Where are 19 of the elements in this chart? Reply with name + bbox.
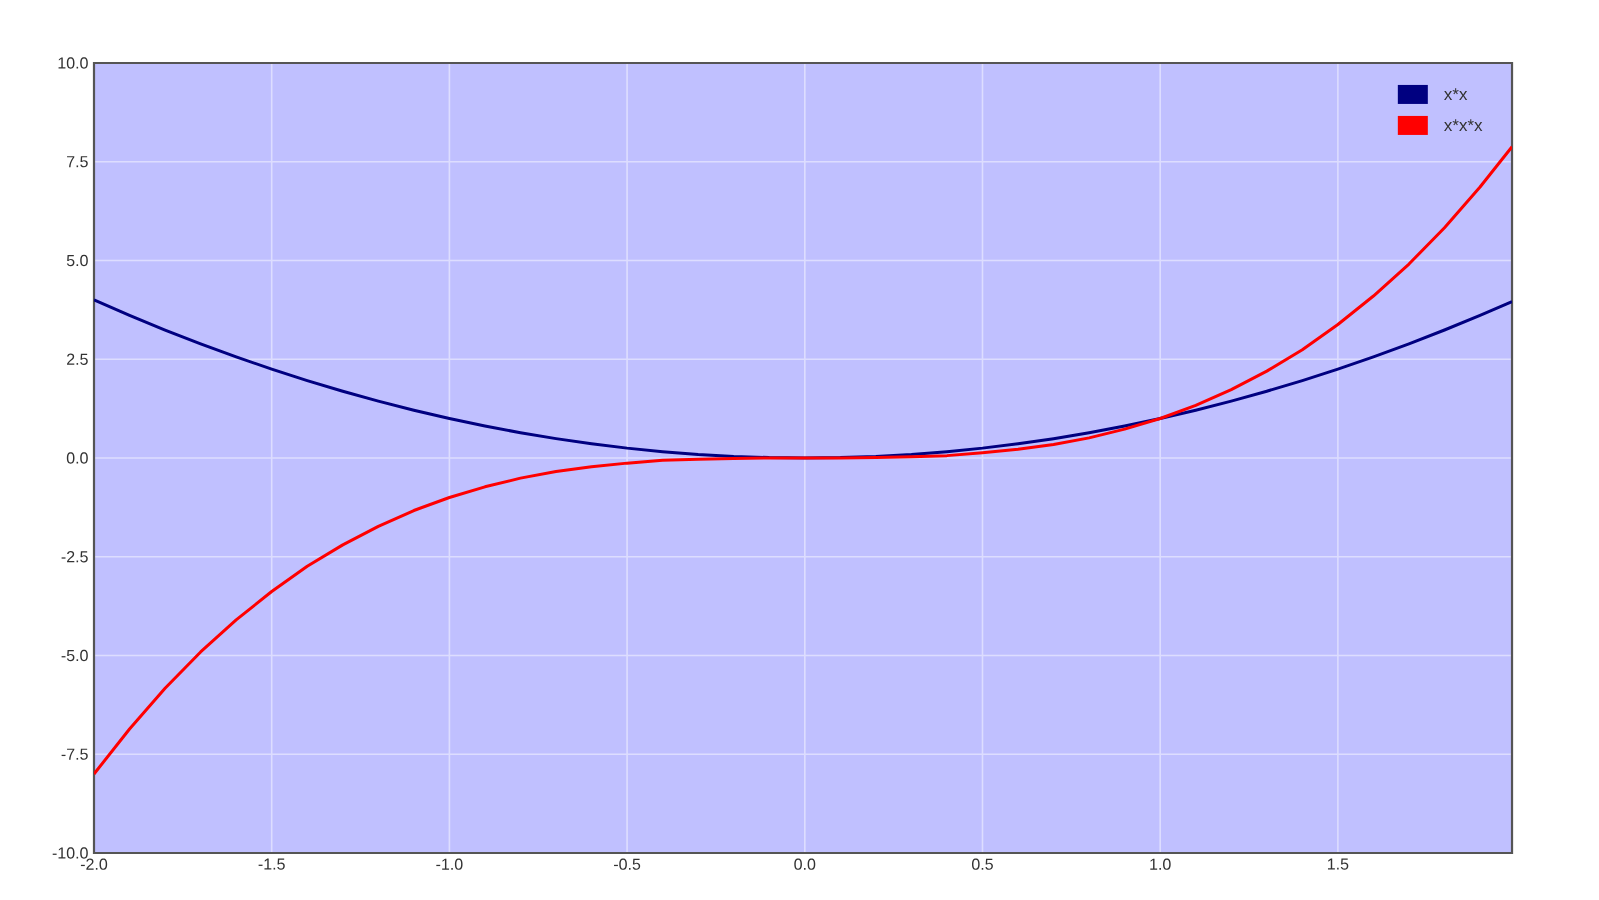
y-tick-label: 0.0 [66, 452, 88, 464]
y-tick-label: 2.5 [67, 353, 88, 365]
x-tick-label: -2.0 [80, 858, 108, 870]
x-tick-label: -1.5 [258, 858, 285, 870]
y-tick-label: 5.0 [66, 254, 88, 267]
x-tick-label: -0.5 [614, 858, 641, 870]
y-tick-label: -10.0 [52, 847, 88, 859]
x-tick-label: -1.0 [436, 858, 463, 870]
x-tick-label: 1.0 [1150, 858, 1171, 870]
x-tick-label: 0.5 [972, 858, 993, 870]
y-tick-label: -5.0 [61, 649, 88, 662]
y-tick-label: -2.5 [61, 551, 88, 563]
y-tick-label: -7.5 [61, 748, 88, 760]
y-tick-label: 7.5 [67, 156, 88, 168]
legend-label: x*x*x [1444, 119, 1483, 132]
x-tick-label: 1.5 [1327, 858, 1349, 870]
legend-label: x*x [1444, 88, 1468, 101]
x-tick-label: 0.0 [794, 858, 816, 870]
y-tick-label: 10.0 [58, 57, 88, 69]
